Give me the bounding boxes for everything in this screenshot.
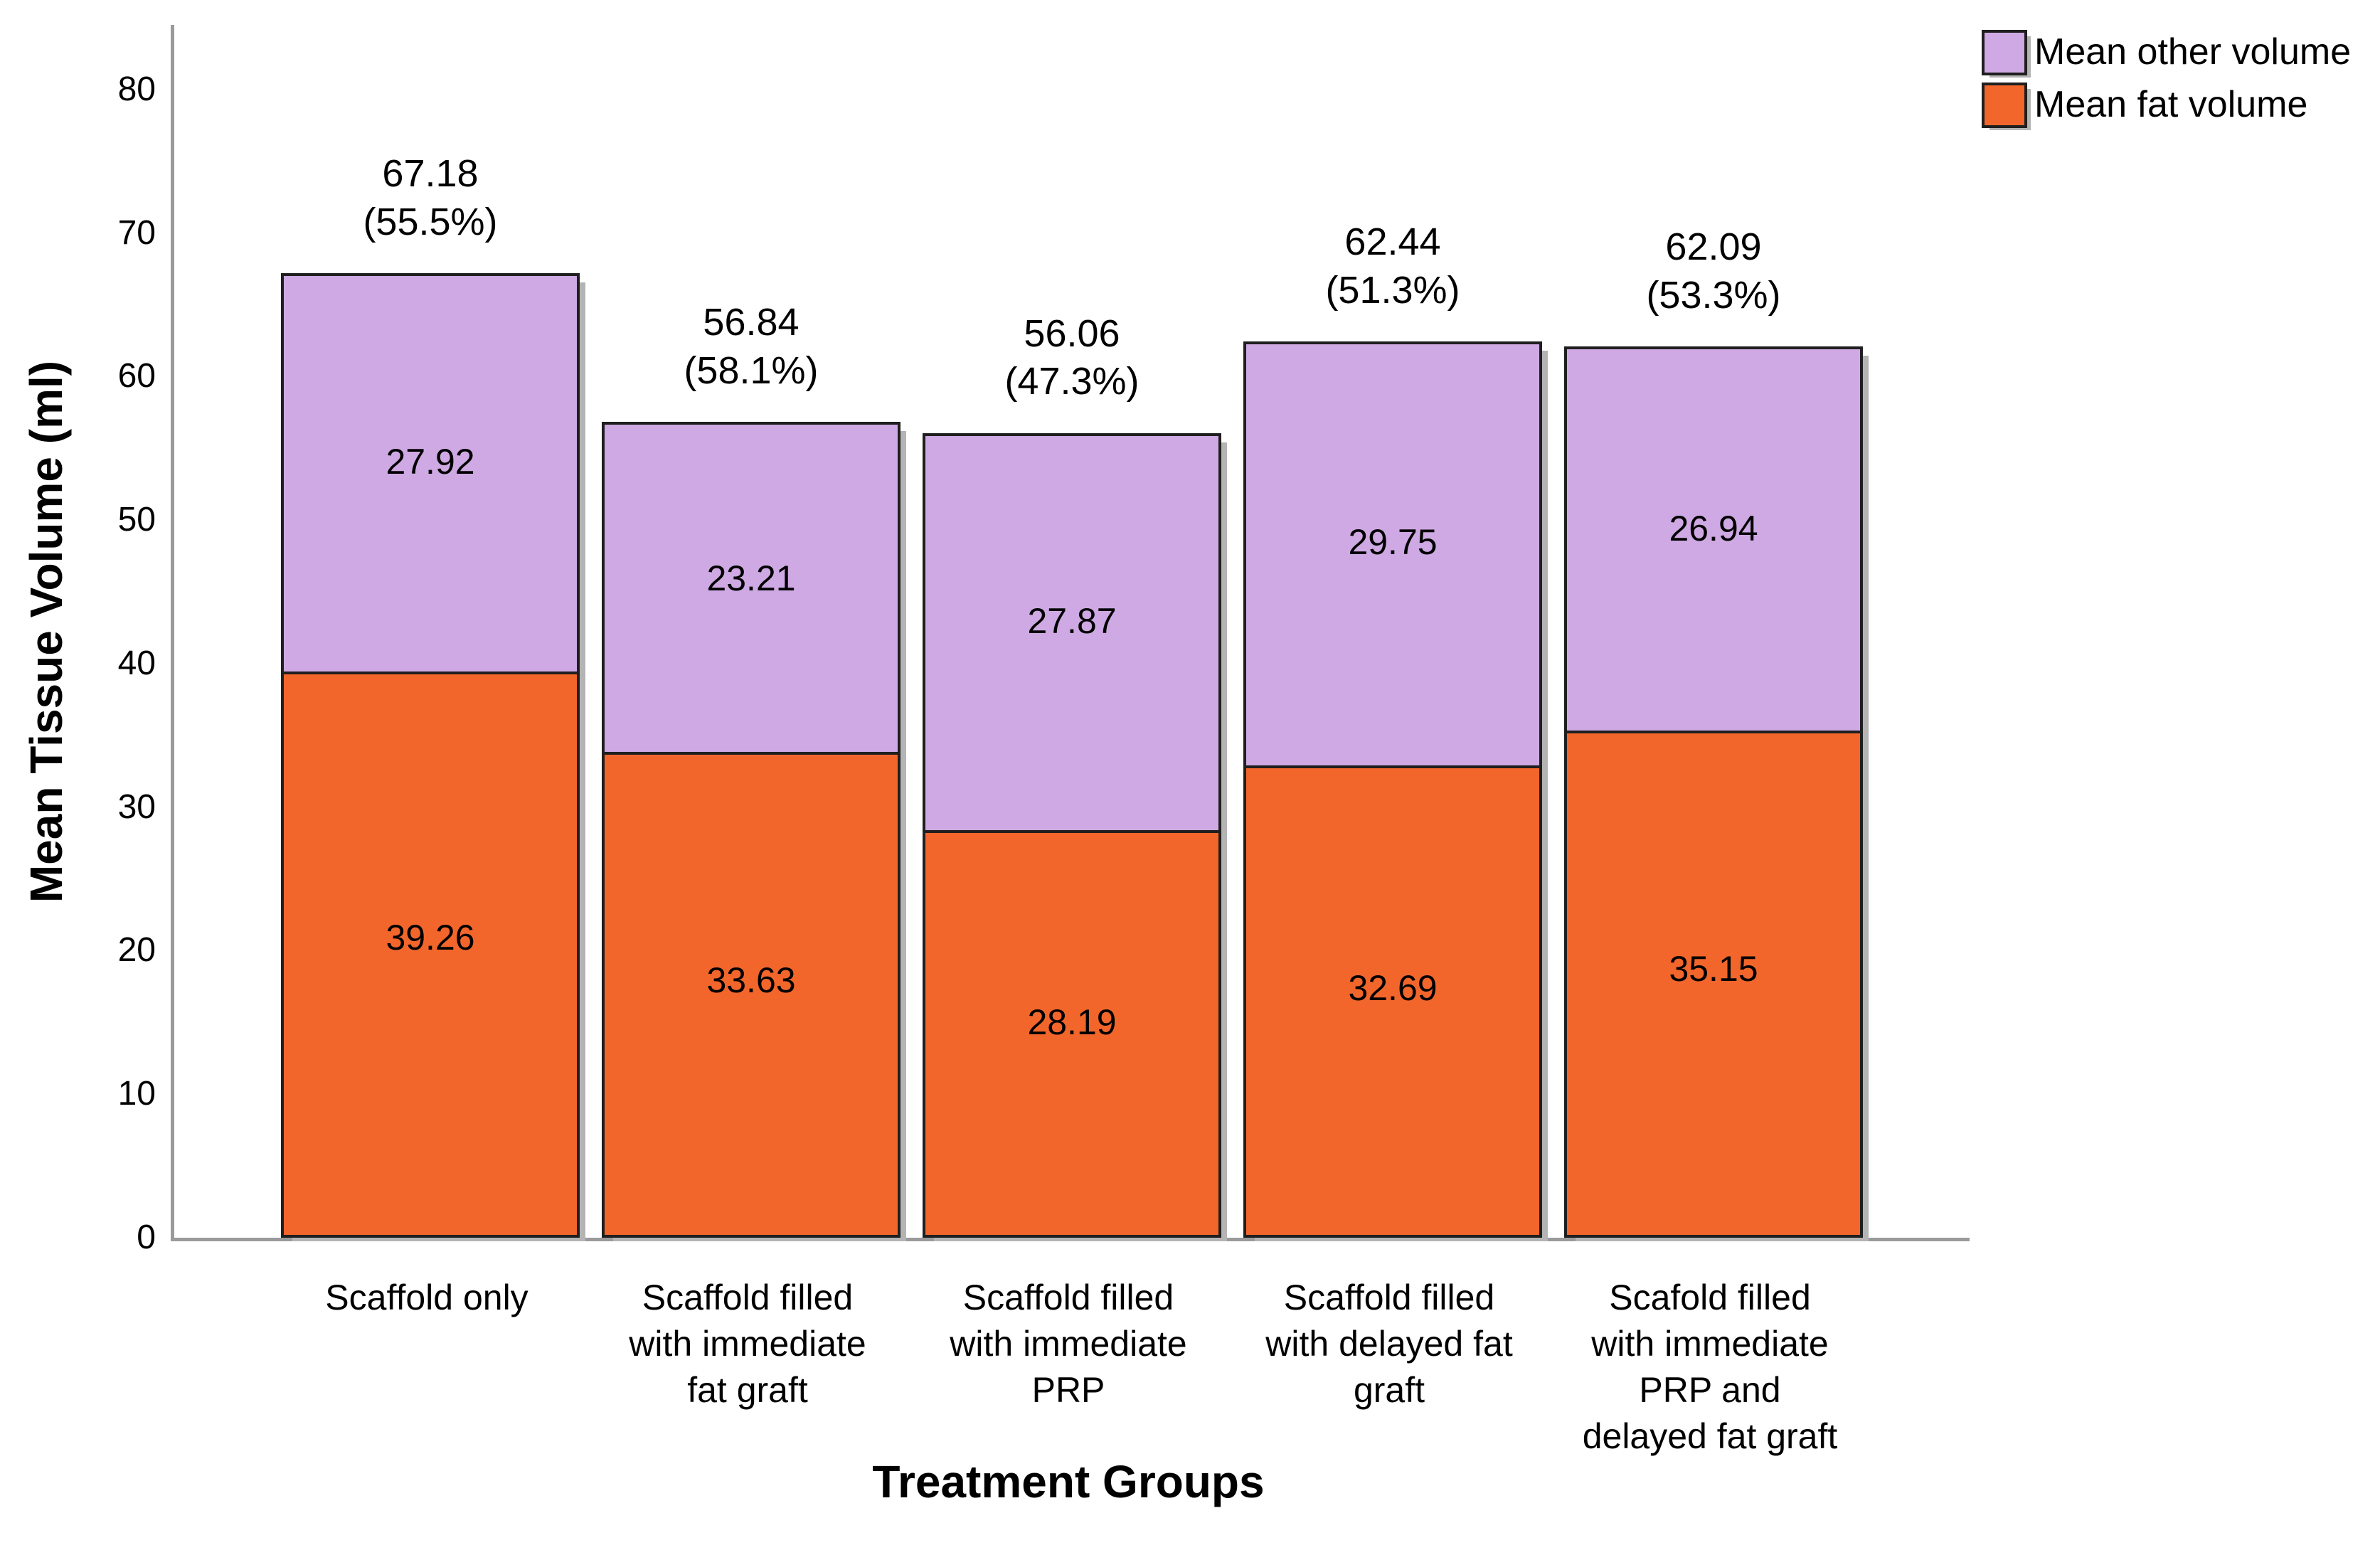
- category-label: Scaffold filled with delayed fat graft: [1265, 1278, 1513, 1410]
- bar-total-label: 56.06 (47.3%): [1004, 312, 1139, 403]
- bar-total-label: 56.84 (58.1%): [684, 301, 819, 392]
- legend-item: Mean other volume: [1982, 30, 2351, 75]
- bar: 56.84 (58.1%) 23.21 33.63: [602, 301, 901, 1238]
- bar-segment: 35.15: [1564, 733, 1863, 1238]
- y-tick-label: 50: [117, 501, 156, 539]
- bar-segment: 33.63: [602, 755, 901, 1238]
- bar-total-label: 62.44 (51.3%): [1325, 221, 1460, 312]
- legend-label: Mean fat volume: [2034, 84, 2308, 126]
- bar-segment-label: 28.19: [1027, 1002, 1117, 1042]
- bar: 62.44 (51.3%) 29.75 32.69: [1243, 221, 1542, 1238]
- x-category-labels: Scaffold only Scaffold filled with immedi…: [171, 1275, 1966, 1460]
- y-axis-title: Mean Tissue Volume (ml): [0, 25, 92, 1238]
- bar: 56.06 (47.3%) 27.87 28.19: [923, 312, 1221, 1238]
- bar-segment-label: 27.92: [386, 442, 475, 482]
- y-tick-label: 10: [117, 1075, 156, 1113]
- legend: Mean other volume Mean fat volume: [1982, 30, 2351, 128]
- y-tick-label: 0: [137, 1219, 156, 1256]
- legend-label: Mean other volume: [2034, 31, 2352, 73]
- bar-segment-label: 39.26: [386, 918, 475, 958]
- bar-segment-label: 32.69: [1348, 967, 1438, 1008]
- bar-segment: 32.69: [1243, 768, 1542, 1238]
- plot-area: 67.18 (55.5%) 27.92 39.26 56.84 (58.1%) 23.2…: [118, 25, 1970, 1255]
- bar-total-label: 62.09 (53.3%): [1646, 225, 1781, 317]
- y-axis-title-text: Mean Tissue Volume (ml): [21, 360, 72, 903]
- y-tick-label: 40: [117, 644, 156, 682]
- bar-segment: 29.75: [1243, 341, 1542, 769]
- bar-segment: 27.92: [281, 273, 580, 674]
- y-tick-label: 20: [117, 931, 156, 970]
- legend-swatch: [1982, 30, 2027, 75]
- category-label: Scaffold only: [325, 1278, 528, 1317]
- y-tick-label: 70: [117, 213, 156, 252]
- bar-segment-label: 26.94: [1669, 508, 1758, 548]
- bar-segment-label: 23.21: [706, 558, 796, 599]
- bar: 67.18 (55.5%) 27.92 39.26: [281, 152, 580, 1238]
- bar-total-label: 67.18 (55.5%): [363, 152, 498, 243]
- bar-segment: 23.21: [602, 422, 901, 755]
- y-tick-label: 60: [117, 357, 156, 396]
- bars-container: 67.18 (55.5%) 27.92 39.26 56.84 (58.1%) 23.2…: [174, 25, 1970, 1238]
- category-label: Scaffold filled with immediate PRP: [950, 1278, 1187, 1410]
- bar-segment-label: 33.63: [706, 960, 796, 1001]
- category-label: Scafold filled with immediate PRP and de…: [1582, 1278, 1838, 1456]
- x-axis-title: Treatment Groups: [872, 1456, 1265, 1507]
- bar-segment-label: 29.75: [1348, 522, 1438, 563]
- bar-segment-label: 27.87: [1027, 601, 1117, 642]
- y-tick-label: 30: [117, 787, 156, 826]
- bar-segment: 26.94: [1564, 346, 1863, 733]
- legend-swatch: [1982, 83, 2027, 128]
- y-tick-label: 80: [117, 70, 156, 108]
- bar: 62.09 (53.3%) 26.94 35.15: [1564, 225, 1863, 1238]
- bar-segment: 27.87: [923, 432, 1221, 834]
- bar-segment: 28.19: [923, 833, 1221, 1238]
- category-label: Scaffold filled with immediate fat graft: [629, 1278, 866, 1410]
- bar-segment-label: 35.15: [1669, 949, 1758, 989]
- legend-item: Mean fat volume: [1982, 83, 2351, 128]
- bar-segment: 39.26: [281, 674, 580, 1238]
